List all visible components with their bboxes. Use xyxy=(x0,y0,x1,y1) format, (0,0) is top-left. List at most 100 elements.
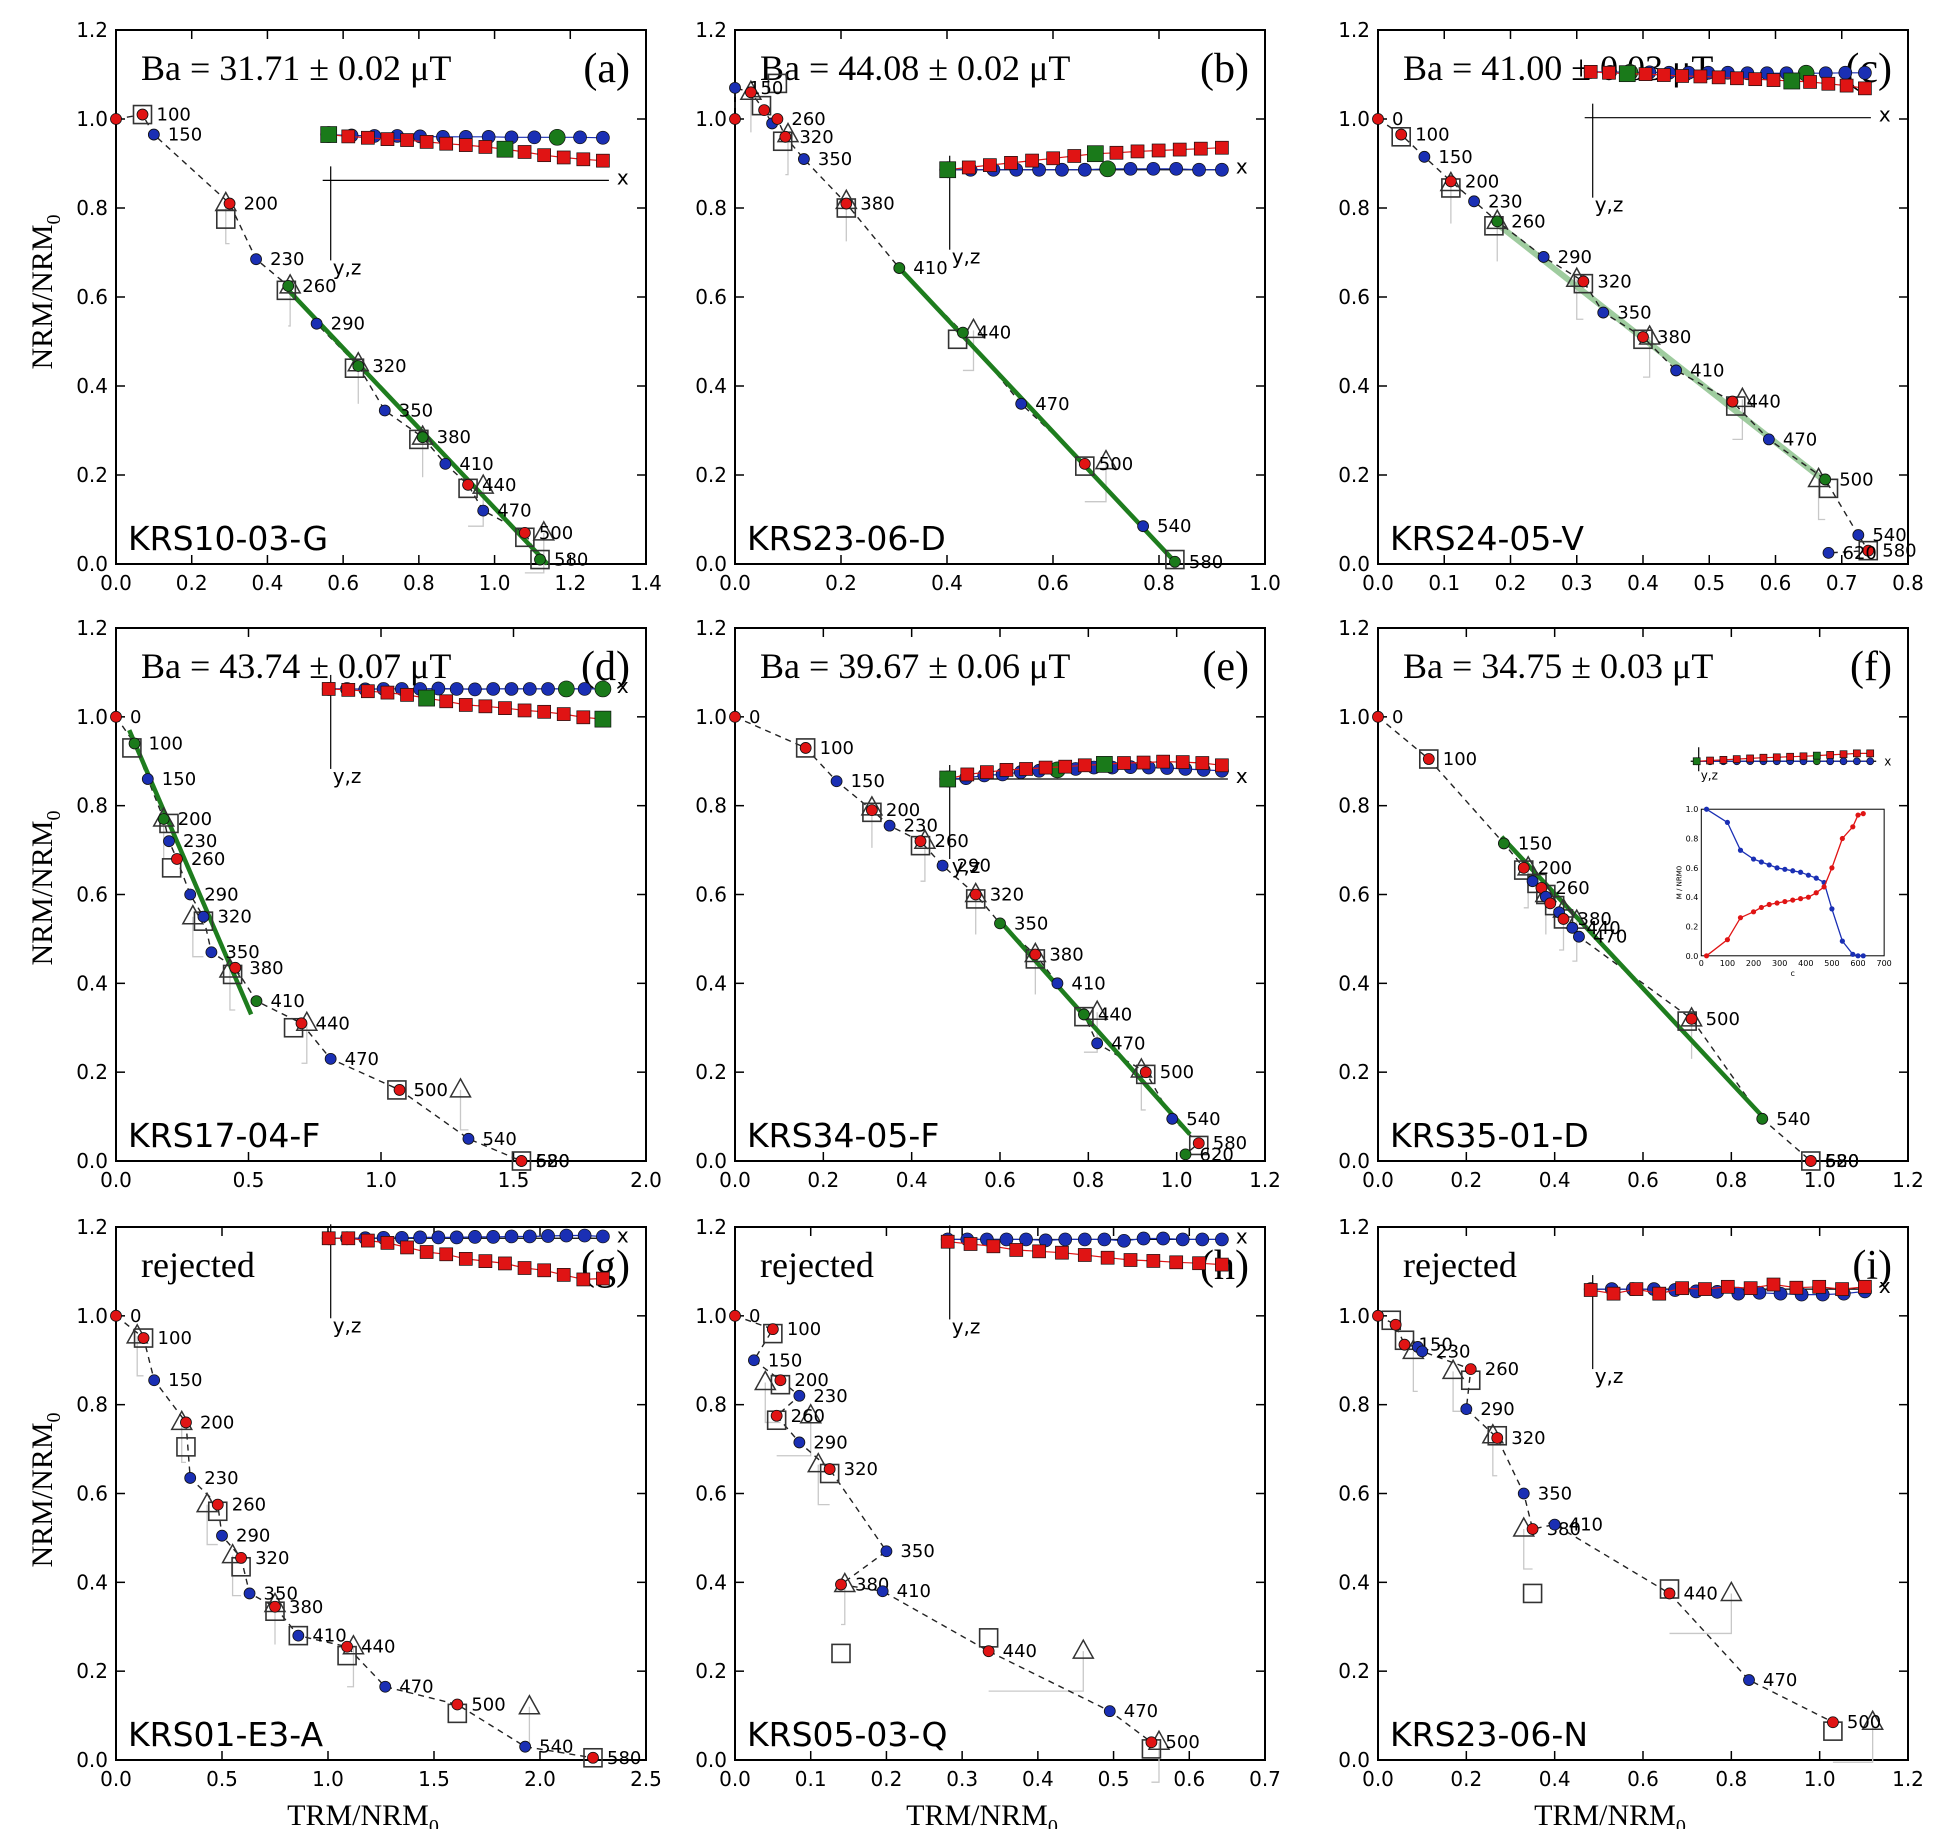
arai-point xyxy=(1497,837,1510,850)
inset-x-tick-label: 0 xyxy=(1699,959,1704,968)
zij-point xyxy=(1123,1253,1138,1267)
panel-header: rejected xyxy=(1403,1245,1517,1285)
arai-point xyxy=(324,1052,337,1065)
arai-point xyxy=(1464,1363,1477,1376)
arai-point xyxy=(180,1416,192,1429)
point-label: 100 xyxy=(820,738,854,759)
ptrm-check-triangle xyxy=(1720,1580,1743,1602)
point-label: 580 xyxy=(607,1748,641,1769)
point-label: 200 xyxy=(1538,858,1572,879)
point-label: 320 xyxy=(217,907,251,928)
inset-y-tick-label: 1.0 xyxy=(1686,805,1699,814)
zij-point xyxy=(1858,1279,1872,1294)
arai-point xyxy=(1422,753,1435,765)
zij-point xyxy=(999,1232,1014,1247)
panel-i: 0.0 0.2 0.4 0.6 0.8 1.0 1.2 0.0 0.2 0.4 0.6 0.8 1.0 1… xyxy=(1338,1215,1924,1791)
ptrm-check-line xyxy=(962,330,975,372)
arai-path xyxy=(115,1315,594,1759)
plot-frame xyxy=(734,1226,1266,1761)
x-tick-label: 1.2 xyxy=(1892,1168,1924,1192)
inset-frame xyxy=(1700,808,1885,957)
inset-x-tick-label: 600 xyxy=(1850,959,1865,968)
arai-point xyxy=(439,457,452,470)
panel-header: Ba = 34.75 ± 0.03 μT xyxy=(1403,646,1713,686)
arai-point xyxy=(770,1409,783,1422)
y-tick-label: 1.0 xyxy=(1338,1304,1370,1328)
y-tick-label: 1.2 xyxy=(1338,1215,1370,1239)
zij-point xyxy=(527,130,542,145)
panel-g: 0.0 0.5 1.0 1.5 2.0 2.5 0.0 0.2 0.4 0.6 0.8 1.0 1.2 r… xyxy=(76,1215,662,1791)
zij-point xyxy=(341,129,356,144)
arai-point xyxy=(1517,1487,1530,1500)
zij-point xyxy=(1215,140,1229,155)
point-label: 380 xyxy=(1049,944,1083,965)
point-label: 150 xyxy=(162,769,196,790)
arai-point xyxy=(534,553,546,566)
ptrm-check-line xyxy=(459,1089,469,1131)
point-label: 230 xyxy=(813,1386,847,1407)
zij-point xyxy=(1175,755,1190,769)
y-tick-label: 0.0 xyxy=(76,1149,108,1173)
tail-check-square xyxy=(1801,1151,1821,1171)
ptrm-check-triangle xyxy=(1094,449,1118,470)
zij-point xyxy=(1839,757,1848,766)
point-label: 440 xyxy=(1684,1583,1718,1604)
arai-point xyxy=(830,775,843,788)
zij-point xyxy=(1618,65,1636,83)
zij-point xyxy=(1766,1277,1781,1292)
arai-point xyxy=(518,526,531,539)
arai-point xyxy=(211,1498,224,1511)
point-label: 0 xyxy=(749,707,760,728)
zij-point xyxy=(596,1229,610,1244)
y-tick-label: 1.2 xyxy=(76,1215,108,1239)
point-label: 200 xyxy=(178,809,212,830)
arai-point xyxy=(793,1389,806,1402)
arai-point xyxy=(1862,544,1875,557)
point-label: 440 xyxy=(1746,392,1780,413)
arai-point xyxy=(793,1436,806,1449)
point-label: 500 xyxy=(1847,1712,1881,1733)
point-label: 580 xyxy=(1882,541,1916,562)
zij-point xyxy=(522,682,537,696)
zij-yz-label: y,z xyxy=(333,255,362,279)
zij-point xyxy=(498,1256,512,1271)
point-label: 540 xyxy=(1872,525,1906,546)
arai-point xyxy=(141,773,154,785)
zij-point xyxy=(517,1261,532,1275)
zij-point xyxy=(1629,1282,1644,1296)
arai-point xyxy=(1139,1066,1152,1079)
zij-point xyxy=(498,701,512,715)
x-tick-label: 1.0 xyxy=(1249,571,1281,595)
arai-point xyxy=(1372,1309,1384,1322)
point-label: 620 xyxy=(1843,543,1877,564)
point-label: 470 xyxy=(1593,927,1627,948)
ptrm-check-triangle xyxy=(195,1492,219,1513)
zij-point xyxy=(320,126,338,143)
y-tick-label: 0.2 xyxy=(1338,1060,1370,1084)
ptrm-check-triangle xyxy=(807,1452,830,1473)
arai-point xyxy=(451,1698,464,1711)
arai-point xyxy=(1663,1587,1676,1600)
x-tick-label: 0.2 xyxy=(1450,1168,1482,1192)
zij-point xyxy=(1732,755,1741,763)
zij-point xyxy=(1720,1279,1735,1294)
ptrm-check-line xyxy=(524,532,545,574)
arai-point xyxy=(136,108,149,121)
point-label: 410 xyxy=(897,1581,931,1602)
tail-check-square xyxy=(583,1747,603,1768)
zij-point xyxy=(1156,754,1170,769)
arai-point xyxy=(310,317,323,330)
inset-red-point xyxy=(1813,890,1819,896)
zij-point xyxy=(458,698,473,712)
ptrm-check-line xyxy=(301,1023,308,1064)
plot-frame xyxy=(115,29,647,565)
y-tick-label: 0.6 xyxy=(1338,285,1370,309)
x-tick-label: 0.1 xyxy=(1428,571,1460,595)
ptrm-check-line xyxy=(1643,337,1651,378)
tail-check-square xyxy=(1418,749,1439,769)
zij-point xyxy=(449,682,464,696)
zij-point xyxy=(1123,161,1138,176)
zij-point xyxy=(1866,757,1875,766)
zij-point xyxy=(418,689,435,707)
